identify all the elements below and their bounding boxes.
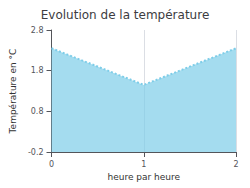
svg-text:Température en °C: Température en °C	[8, 49, 18, 135]
svg-text:Evolution de la température: Evolution de la température	[41, 8, 210, 22]
svg-text:1.8: 1.8	[31, 66, 44, 75]
svg-text:0: 0	[49, 160, 54, 169]
svg-text:2.8: 2.8	[31, 26, 44, 35]
svg-text:-0.2: -0.2	[28, 148, 44, 157]
svg-text:0.8: 0.8	[31, 107, 44, 116]
svg-text:1: 1	[141, 160, 146, 169]
svg-text:2: 2	[233, 160, 238, 169]
svg-text:heure par heure: heure par heure	[107, 172, 180, 182]
